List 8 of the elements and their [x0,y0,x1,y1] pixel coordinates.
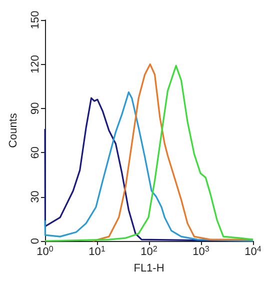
y-tick-label: 30 [30,190,42,203]
y-tick-label: 150 [30,10,42,30]
y-tick-label: 120 [30,55,42,74]
y-tick-label: 90 [30,102,42,115]
y-tick-label: 0 [30,238,42,244]
y-tick-label: 60 [30,146,42,159]
x-axis-title: FL1-H [134,262,164,274]
y-axis-title: Counts [8,112,20,148]
